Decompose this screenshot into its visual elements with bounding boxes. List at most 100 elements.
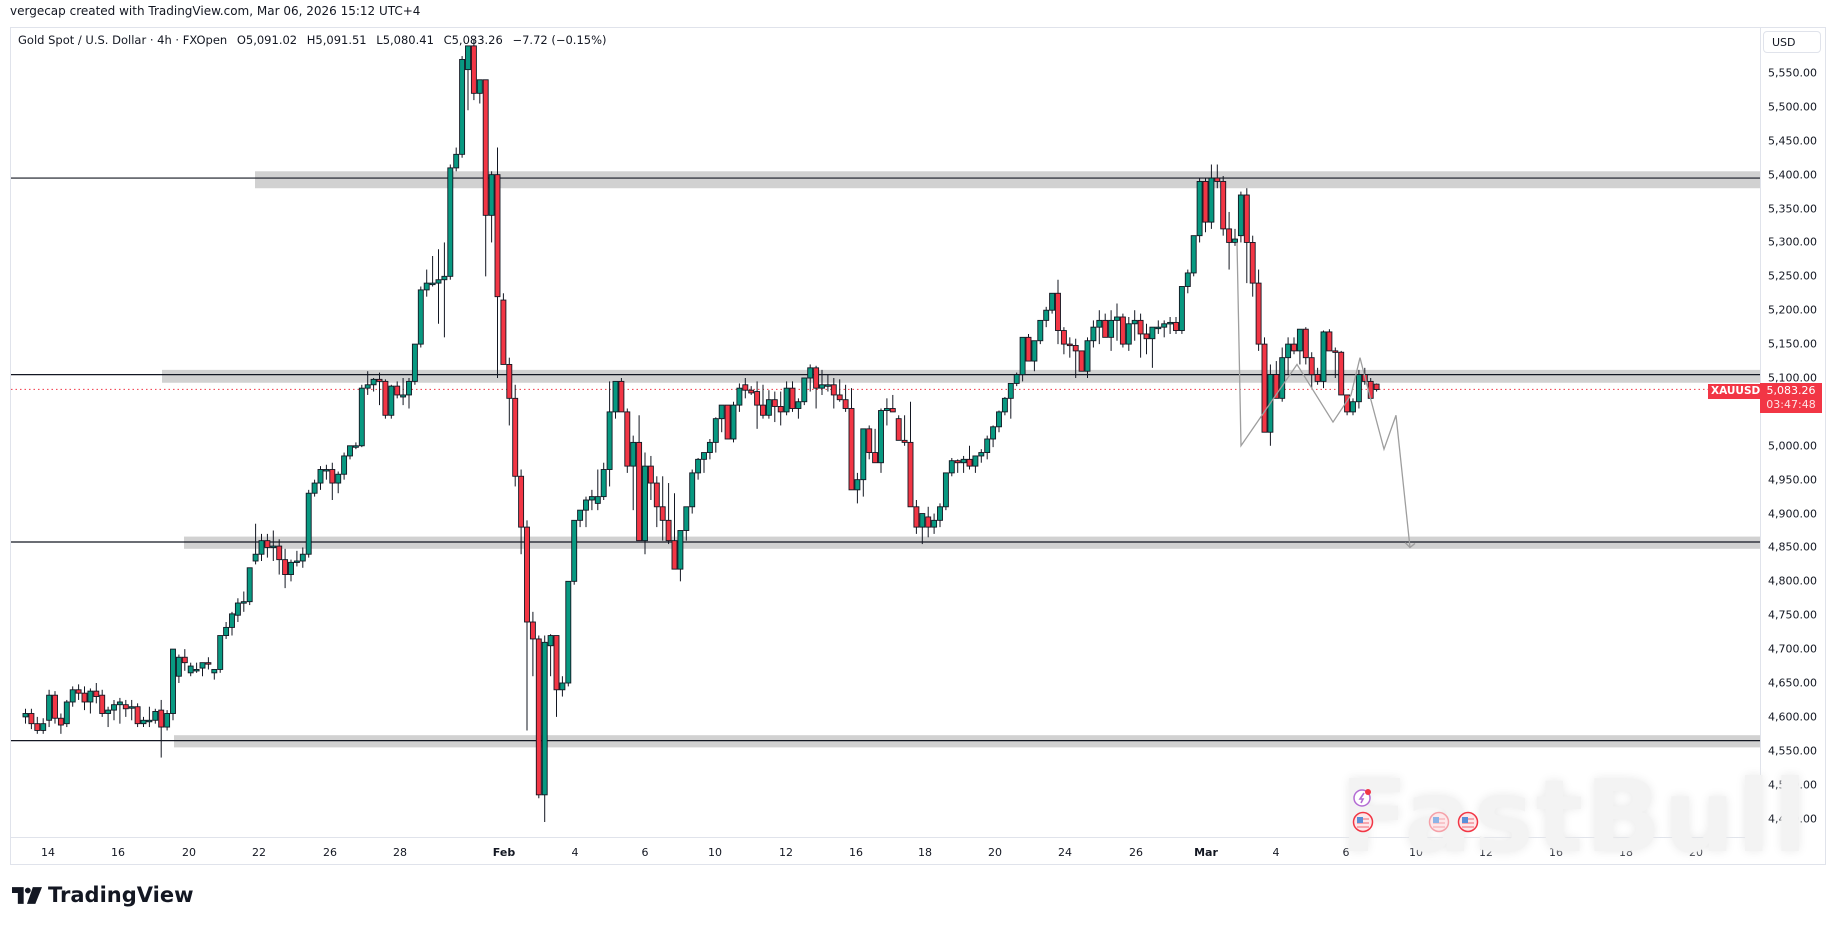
candle [866,425,873,460]
candle [1001,396,1008,416]
candle [1155,320,1162,334]
candle [1220,176,1227,236]
chart-plot-area[interactable] [11,28,1760,837]
candle [288,559,294,582]
sr-zone[interactable] [162,369,1760,383]
candle [1025,333,1032,362]
candle [541,635,548,822]
price-tick: 5,150.00 [1768,337,1817,351]
candle [1078,350,1085,372]
candle [978,449,985,463]
price-axis[interactable] [1760,28,1827,837]
symbol-title[interactable]: Gold Spot / U.S. Dollar · 4h · FXOpen [18,33,228,47]
candle [417,286,424,348]
candle [1173,317,1179,334]
candle [1232,228,1238,246]
event-marker-us-3[interactable] [1457,811,1479,833]
candle [370,378,377,392]
price-tick: 4,700.00 [1768,642,1817,656]
candle [919,513,926,545]
candle [1066,337,1073,358]
candle [1273,361,1280,399]
candle [459,56,466,158]
currency-button[interactable]: USD [1763,31,1821,53]
sr-zone[interactable] [174,735,1760,748]
time-tick: 14 [41,846,55,859]
time-tick: 20 [1689,846,1703,859]
ohlc-open: O5,091.02 [236,33,298,47]
sr-zone[interactable] [255,171,1760,189]
time-tick: 16 [1549,846,1563,859]
candle [842,384,849,412]
candle [211,668,218,680]
candlestick-chart[interactable] [11,28,1760,837]
candle [1043,306,1050,328]
candle [1096,310,1103,345]
sr-zone[interactable] [184,536,1760,549]
candle [199,662,206,677]
us-flag-icon [1352,811,1374,833]
candle [1131,310,1138,341]
candle [848,388,855,491]
tradingview-logo: TradingView [12,883,193,907]
candle [234,598,241,622]
candle [305,489,312,558]
candle [624,408,631,473]
candle [783,381,790,416]
projection-path[interactable] [1236,242,1411,548]
candle [435,249,442,324]
event-marker-us-1[interactable] [1352,811,1374,833]
candle [665,483,672,545]
price-tick: 5,400.00 [1768,168,1817,182]
event-marker-us-2[interactable] [1428,811,1450,833]
candle [524,520,530,731]
candle [836,379,843,402]
candle [659,476,666,541]
candle [512,384,519,487]
candle [1108,310,1115,351]
time-axis[interactable]: 14 16 20 22 26 28 Feb 4 6 10 12 16 18 20 24 26 Mar 4 6 10 12… [11,837,1760,865]
candle [1143,323,1150,355]
candle [335,471,342,494]
candle [1332,347,1339,378]
candle [341,452,348,480]
candle [364,371,371,395]
candle [482,79,489,277]
candle [116,697,123,724]
candle [824,374,831,392]
candle [1102,313,1109,338]
candle [954,459,961,473]
candle [429,256,436,287]
time-tick: 12 [1479,846,1493,859]
candle [1214,164,1221,189]
candle [128,699,135,721]
price-tick: 4,850.00 [1768,540,1817,554]
arrow-head-icon [1404,541,1416,549]
candle [594,469,601,511]
candle [75,684,82,700]
candle [229,611,235,636]
candle [376,372,383,406]
candle [146,706,153,728]
candle [771,391,778,423]
candle [164,710,171,731]
candle [252,523,259,565]
candle [606,381,613,487]
candle [765,390,772,419]
candle [122,699,129,717]
candle [453,147,460,172]
time-tick: 18 [1619,846,1633,859]
time-tick: 4 [1272,846,1280,859]
event-marker-economic[interactable] [1352,786,1374,808]
candle [1072,338,1079,378]
candle [1226,211,1233,270]
price-tick: 5,450.00 [1768,134,1817,148]
candle [583,496,589,528]
candle [1007,382,1014,419]
candle [984,435,991,460]
price-tick: 4,650.00 [1768,676,1817,690]
candle [600,462,607,500]
symbol-legend[interactable]: Gold Spot / U.S. Dollar · 4h · FXOpen O5… [18,33,613,47]
time-tick: Mar [1194,846,1218,859]
candle [671,493,678,570]
